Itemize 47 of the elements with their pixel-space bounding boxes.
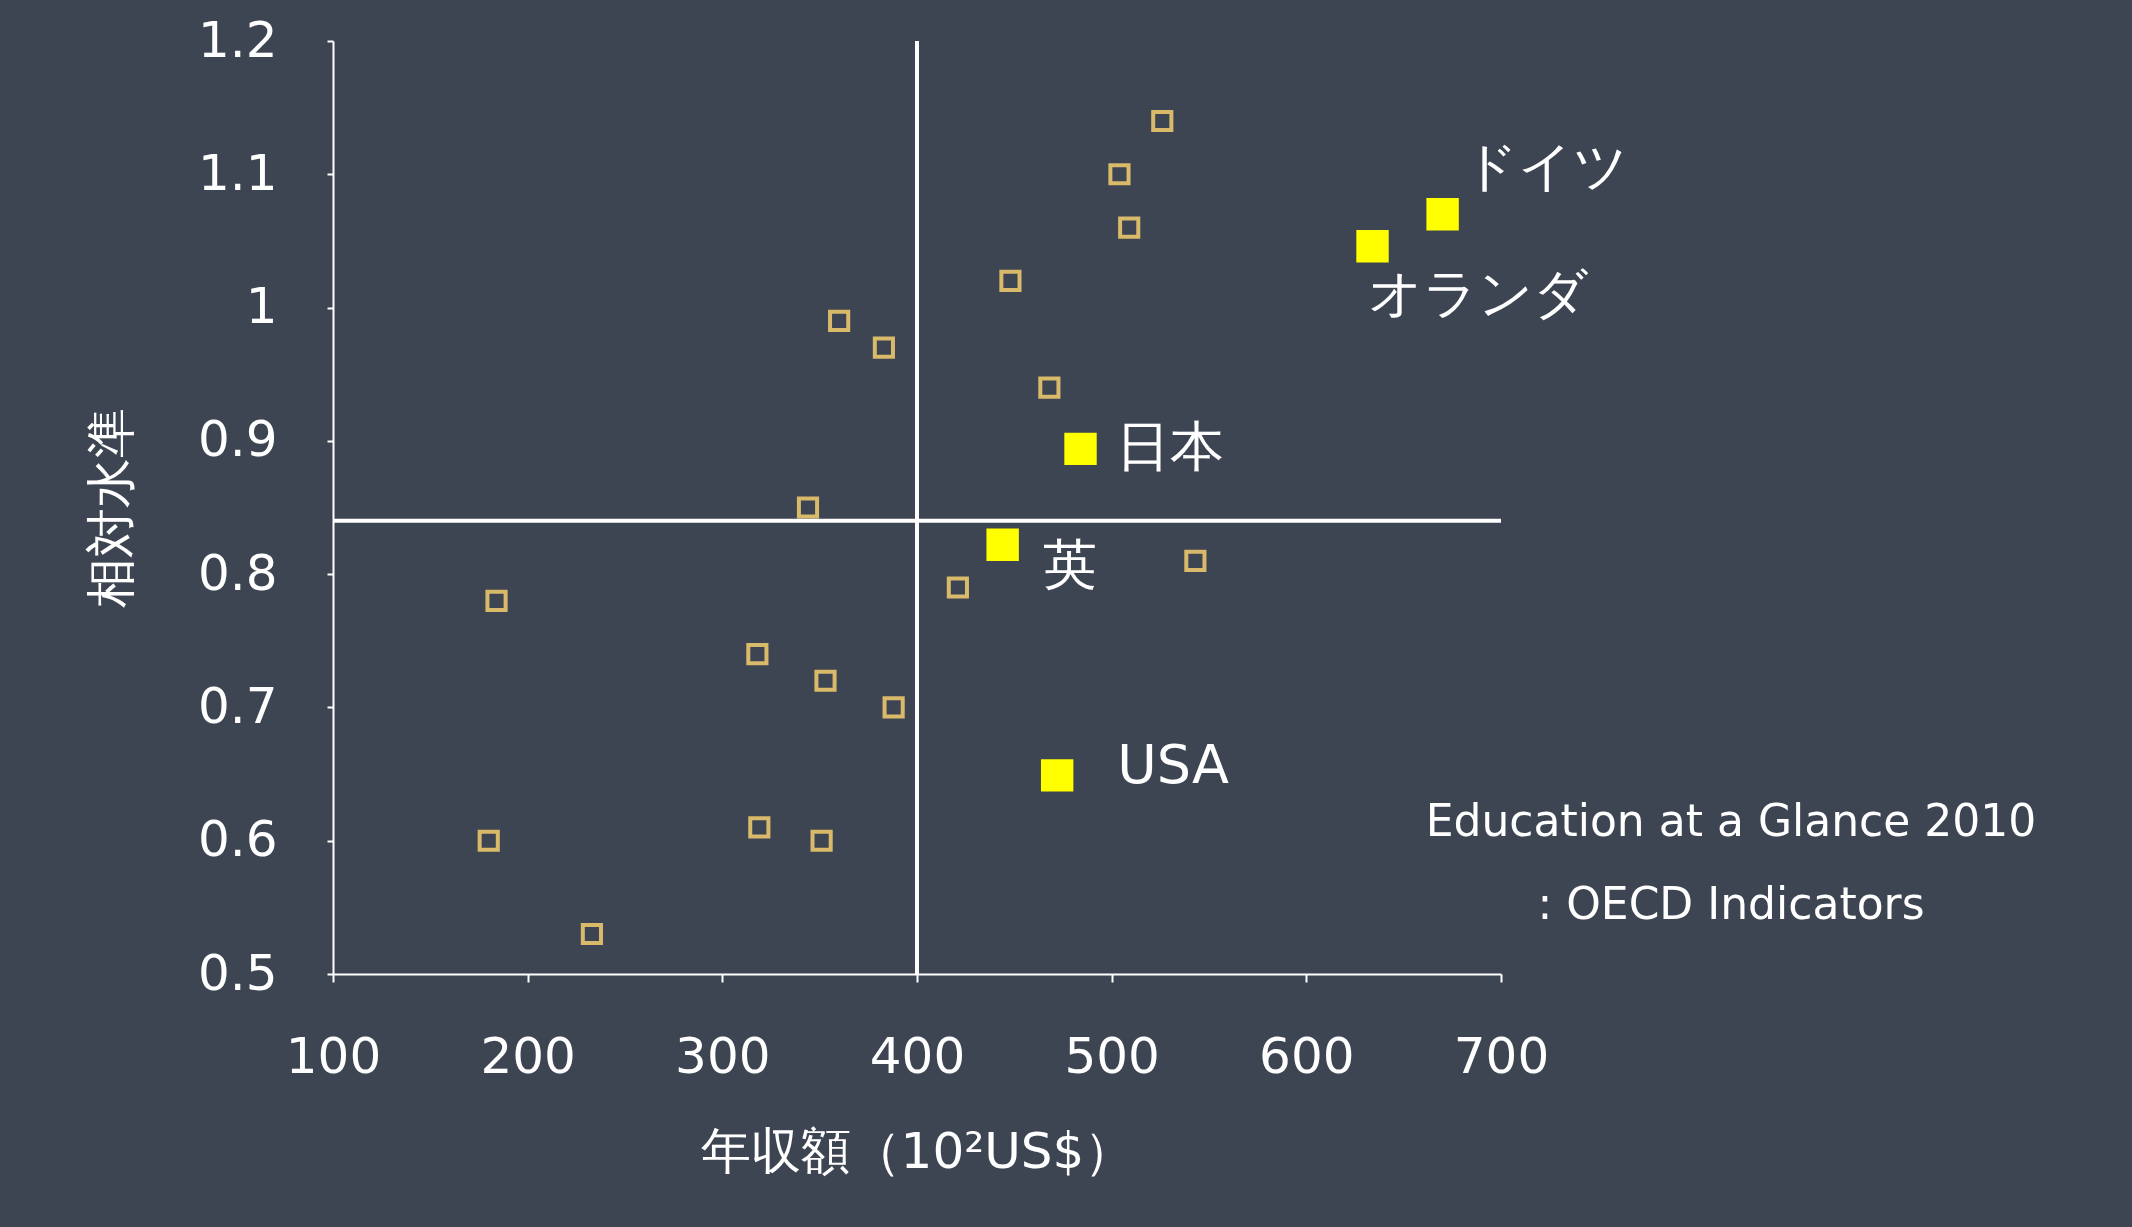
point [999, 269, 1022, 292]
x-tick-label: 200 [480, 1026, 576, 1085]
point [1038, 376, 1061, 399]
y-tick-label: 1.1 [197, 143, 278, 202]
point [1108, 163, 1131, 186]
point [810, 829, 833, 852]
annotation: Education at a Glance 2010 [1425, 795, 2037, 846]
point [1426, 198, 1459, 231]
point [580, 922, 603, 946]
point [796, 496, 820, 519]
y-tick-label: 0.5 [197, 943, 278, 1002]
point [1356, 230, 1389, 263]
annotation: 日本 [1115, 414, 1224, 478]
point [1040, 759, 1074, 792]
annotation: 英 [1042, 532, 1097, 596]
annotation: USA [1117, 733, 1229, 797]
point [477, 829, 500, 852]
point [882, 696, 905, 719]
point [986, 528, 1019, 562]
point [872, 336, 895, 359]
point [485, 589, 508, 612]
y-tick-label: 0.6 [197, 810, 278, 869]
y-tick-label: 0.9 [197, 410, 278, 469]
point [1118, 216, 1141, 239]
x-tick-label: 500 [1064, 1026, 1160, 1085]
point [946, 576, 969, 599]
y-tick-label: 1 [245, 277, 278, 336]
y-tick-label: 0.7 [197, 676, 278, 735]
point [746, 643, 769, 666]
point [814, 669, 837, 692]
x-tick-label: 100 [285, 1026, 382, 1085]
x-tick-label: 300 [675, 1026, 771, 1085]
point [1151, 109, 1174, 133]
x-tick-label: 700 [1453, 1026, 1550, 1085]
y-tick-label: 0.8 [197, 543, 278, 602]
point [1184, 549, 1207, 572]
text: : OECD Indicators [1537, 878, 1925, 929]
point [748, 816, 771, 839]
point [828, 309, 851, 332]
point [1064, 432, 1097, 466]
x-tick-label: 600 [1259, 1026, 1355, 1085]
annotation: オランダ [1367, 262, 1589, 326]
y-axis-title: 相対水準 [81, 408, 140, 608]
x-tick-label: 400 [869, 1026, 966, 1085]
annotation: ドイツ [1462, 135, 1628, 199]
y-tick-label: 1.2 [197, 10, 278, 69]
x-axis-title: 年収額（10²US$） [700, 1121, 1135, 1180]
